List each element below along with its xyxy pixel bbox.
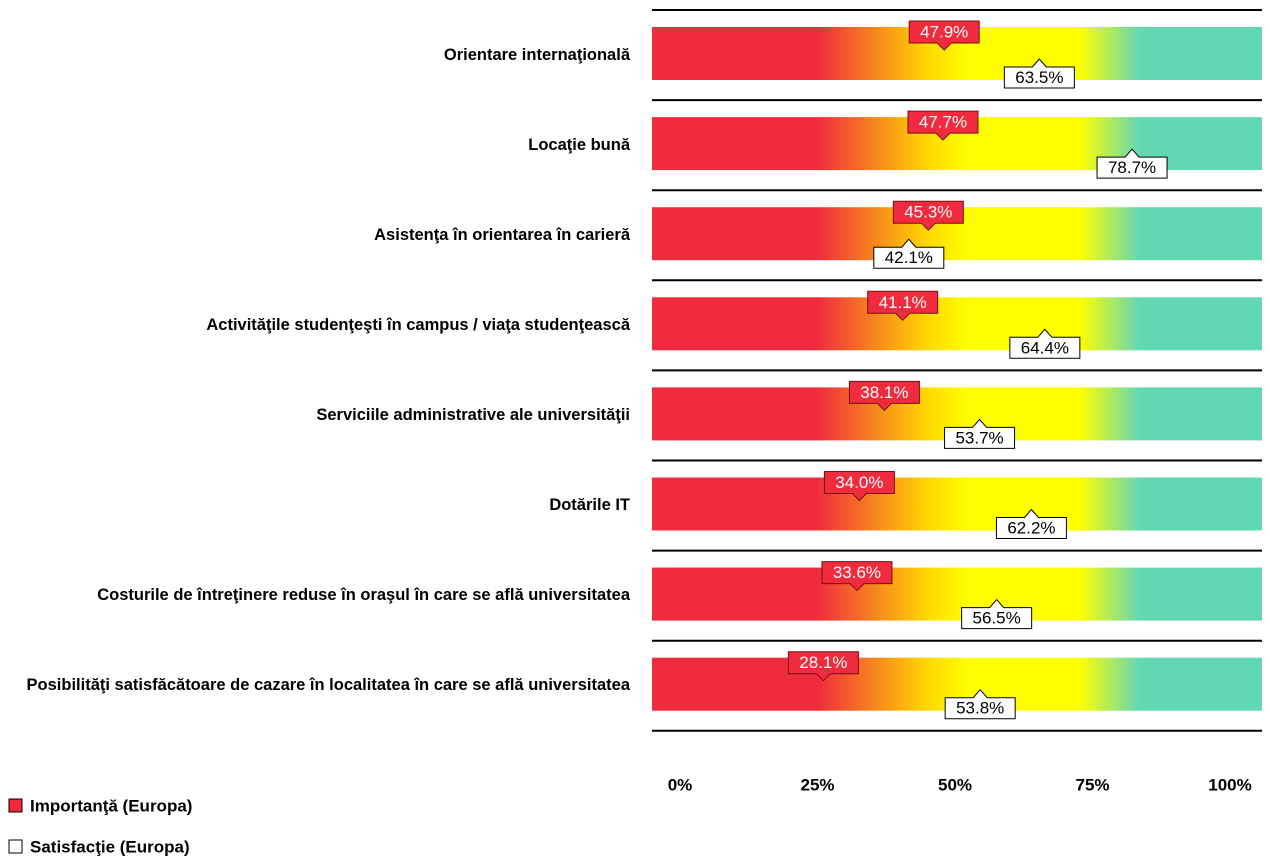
value-label: 33.6%: [833, 563, 881, 582]
value-marker: [873, 238, 945, 269]
category-label: Dotările IT: [549, 496, 630, 515]
value-marker: [995, 508, 1067, 539]
category-label: Asistenţa în orientarea în carieră: [374, 225, 630, 244]
x-tick-label: 0%: [668, 775, 693, 794]
value-label: 47.9%: [920, 22, 968, 41]
legend-swatch: [8, 839, 23, 854]
value-label: 42.1%: [885, 248, 933, 267]
value-label: 47.7%: [919, 113, 967, 132]
scale-band: [652, 477, 1262, 531]
value-marker: [1003, 58, 1075, 89]
value-label: 38.1%: [860, 383, 908, 402]
category-label: Posibilităţi satisfăcătoare de cazare în…: [26, 676, 630, 695]
value-label: 41.1%: [879, 293, 927, 312]
value-label: 53.8%: [956, 699, 1004, 718]
value-marker: [944, 418, 1016, 449]
category-label: Costurile de întreţinere reduse în oraşu…: [97, 586, 630, 605]
value-marker: [848, 380, 920, 412]
value-label: 64.4%: [1021, 338, 1069, 357]
legend-label: Importanţă (Europa): [30, 796, 192, 815]
value-label: 53.7%: [955, 428, 1003, 447]
x-tick-label: 100%: [1208, 775, 1251, 794]
value-marker: [1009, 328, 1081, 359]
value-marker: [787, 651, 859, 682]
value-marker: [961, 598, 1033, 630]
value-marker: [892, 200, 964, 231]
value-label: 56.5%: [973, 609, 1021, 628]
value-marker: [823, 471, 895, 502]
value-label: 45.3%: [904, 203, 952, 222]
value-marker: [908, 20, 980, 51]
value-marker: [821, 561, 893, 592]
category-label: Locaţie bună: [528, 135, 630, 154]
x-tick-label: 50%: [938, 775, 972, 794]
x-tick-label: 25%: [800, 775, 834, 794]
value-label: 78.7%: [1108, 158, 1156, 177]
scale-band: [652, 297, 1262, 351]
value-marker: [1096, 148, 1168, 179]
category-label: Orientare internaţională: [443, 45, 630, 64]
value-label: 28.1%: [799, 653, 847, 672]
scale-band: [652, 567, 1262, 621]
x-tick-label: 75%: [1075, 775, 1109, 794]
value-marker: [907, 110, 979, 141]
legend-swatch: [8, 798, 23, 813]
value-marker: [944, 688, 1016, 720]
value-label: 34.0%: [835, 473, 883, 492]
category-label: Activităţile studenţeşti în campus / via…: [206, 315, 630, 334]
value-label: 62.2%: [1007, 518, 1055, 537]
legend-label: Satisfacţie (Europa): [30, 837, 190, 856]
category-label: Serviciile administrative ale universită…: [316, 405, 630, 424]
value-label: 63.5%: [1015, 68, 1063, 87]
value-marker: [867, 290, 939, 322]
